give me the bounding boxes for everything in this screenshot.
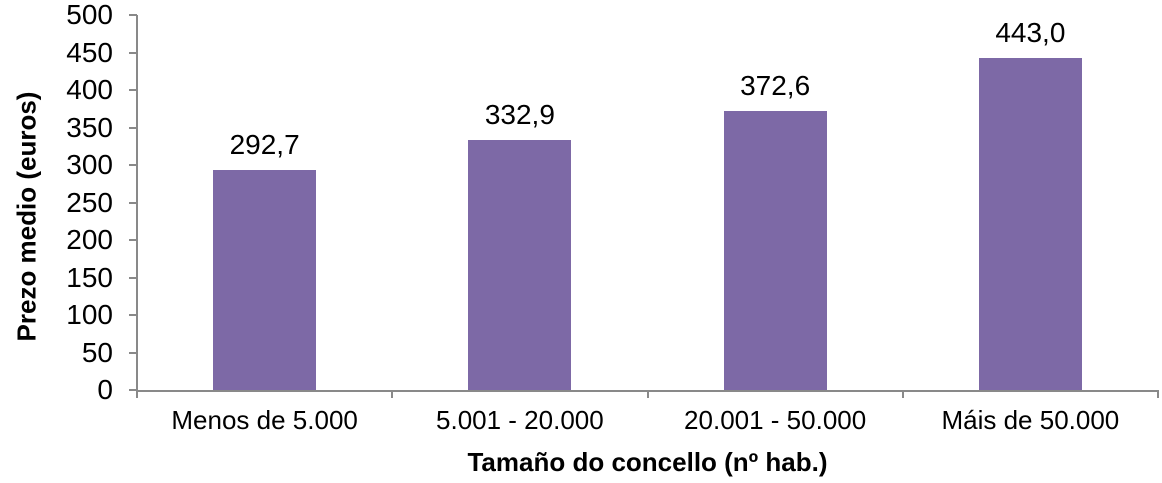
y-tick-label: 250	[66, 186, 113, 218]
y-tick-label: 150	[66, 261, 113, 293]
y-tick-label: 50	[81, 336, 113, 368]
y-axis-tick	[129, 51, 137, 54]
y-tick-label: 200	[66, 224, 113, 255]
value-label: 292,7	[229, 129, 300, 161]
y-axis-tick	[129, 389, 137, 391]
y-tick-label: 0	[97, 374, 113, 405]
y-axis-tick	[129, 126, 137, 129]
bar	[723, 110, 827, 390]
y-axis-tick	[129, 164, 137, 166]
value-label: 443,0	[995, 16, 1066, 48]
x-category-label: Máis de 50.000	[941, 405, 1120, 435]
y-tick-label: 300	[66, 149, 113, 180]
x-axis-tick	[391, 390, 394, 398]
x-category-label: 20.001 - 50.000	[684, 405, 867, 435]
y-axis-tick	[129, 314, 137, 316]
value-label: 372,6	[740, 69, 811, 101]
y-axis-tick	[129, 276, 137, 279]
x-axis-tick	[1157, 390, 1159, 398]
y-tick-label: 350	[66, 111, 113, 143]
x-axis-tick	[901, 390, 904, 398]
y-axis-tick	[129, 239, 137, 241]
x-axis-tick	[136, 390, 138, 398]
y-tick-label: 500	[66, 0, 113, 30]
y-axis-tick	[129, 201, 137, 204]
y-axis-tick	[129, 89, 137, 91]
x-axis-title: Tamaño do concello (nº hab.)	[467, 447, 828, 477]
y-axis-tick	[129, 351, 137, 354]
x-category-label: 5.001 - 20.000	[436, 405, 604, 435]
y-tick-label: 450	[66, 36, 113, 68]
bar	[213, 170, 317, 390]
bar	[468, 140, 572, 390]
y-axis-tick	[129, 14, 137, 16]
bar	[978, 57, 1082, 390]
x-axis-tick	[646, 390, 649, 398]
y-tick-label: 400	[66, 74, 113, 105]
value-label: 332,9	[484, 99, 555, 131]
x-category-label: Menos de 5.000	[171, 405, 358, 435]
y-axis-line	[136, 15, 138, 392]
y-tick-label: 100	[66, 299, 113, 330]
